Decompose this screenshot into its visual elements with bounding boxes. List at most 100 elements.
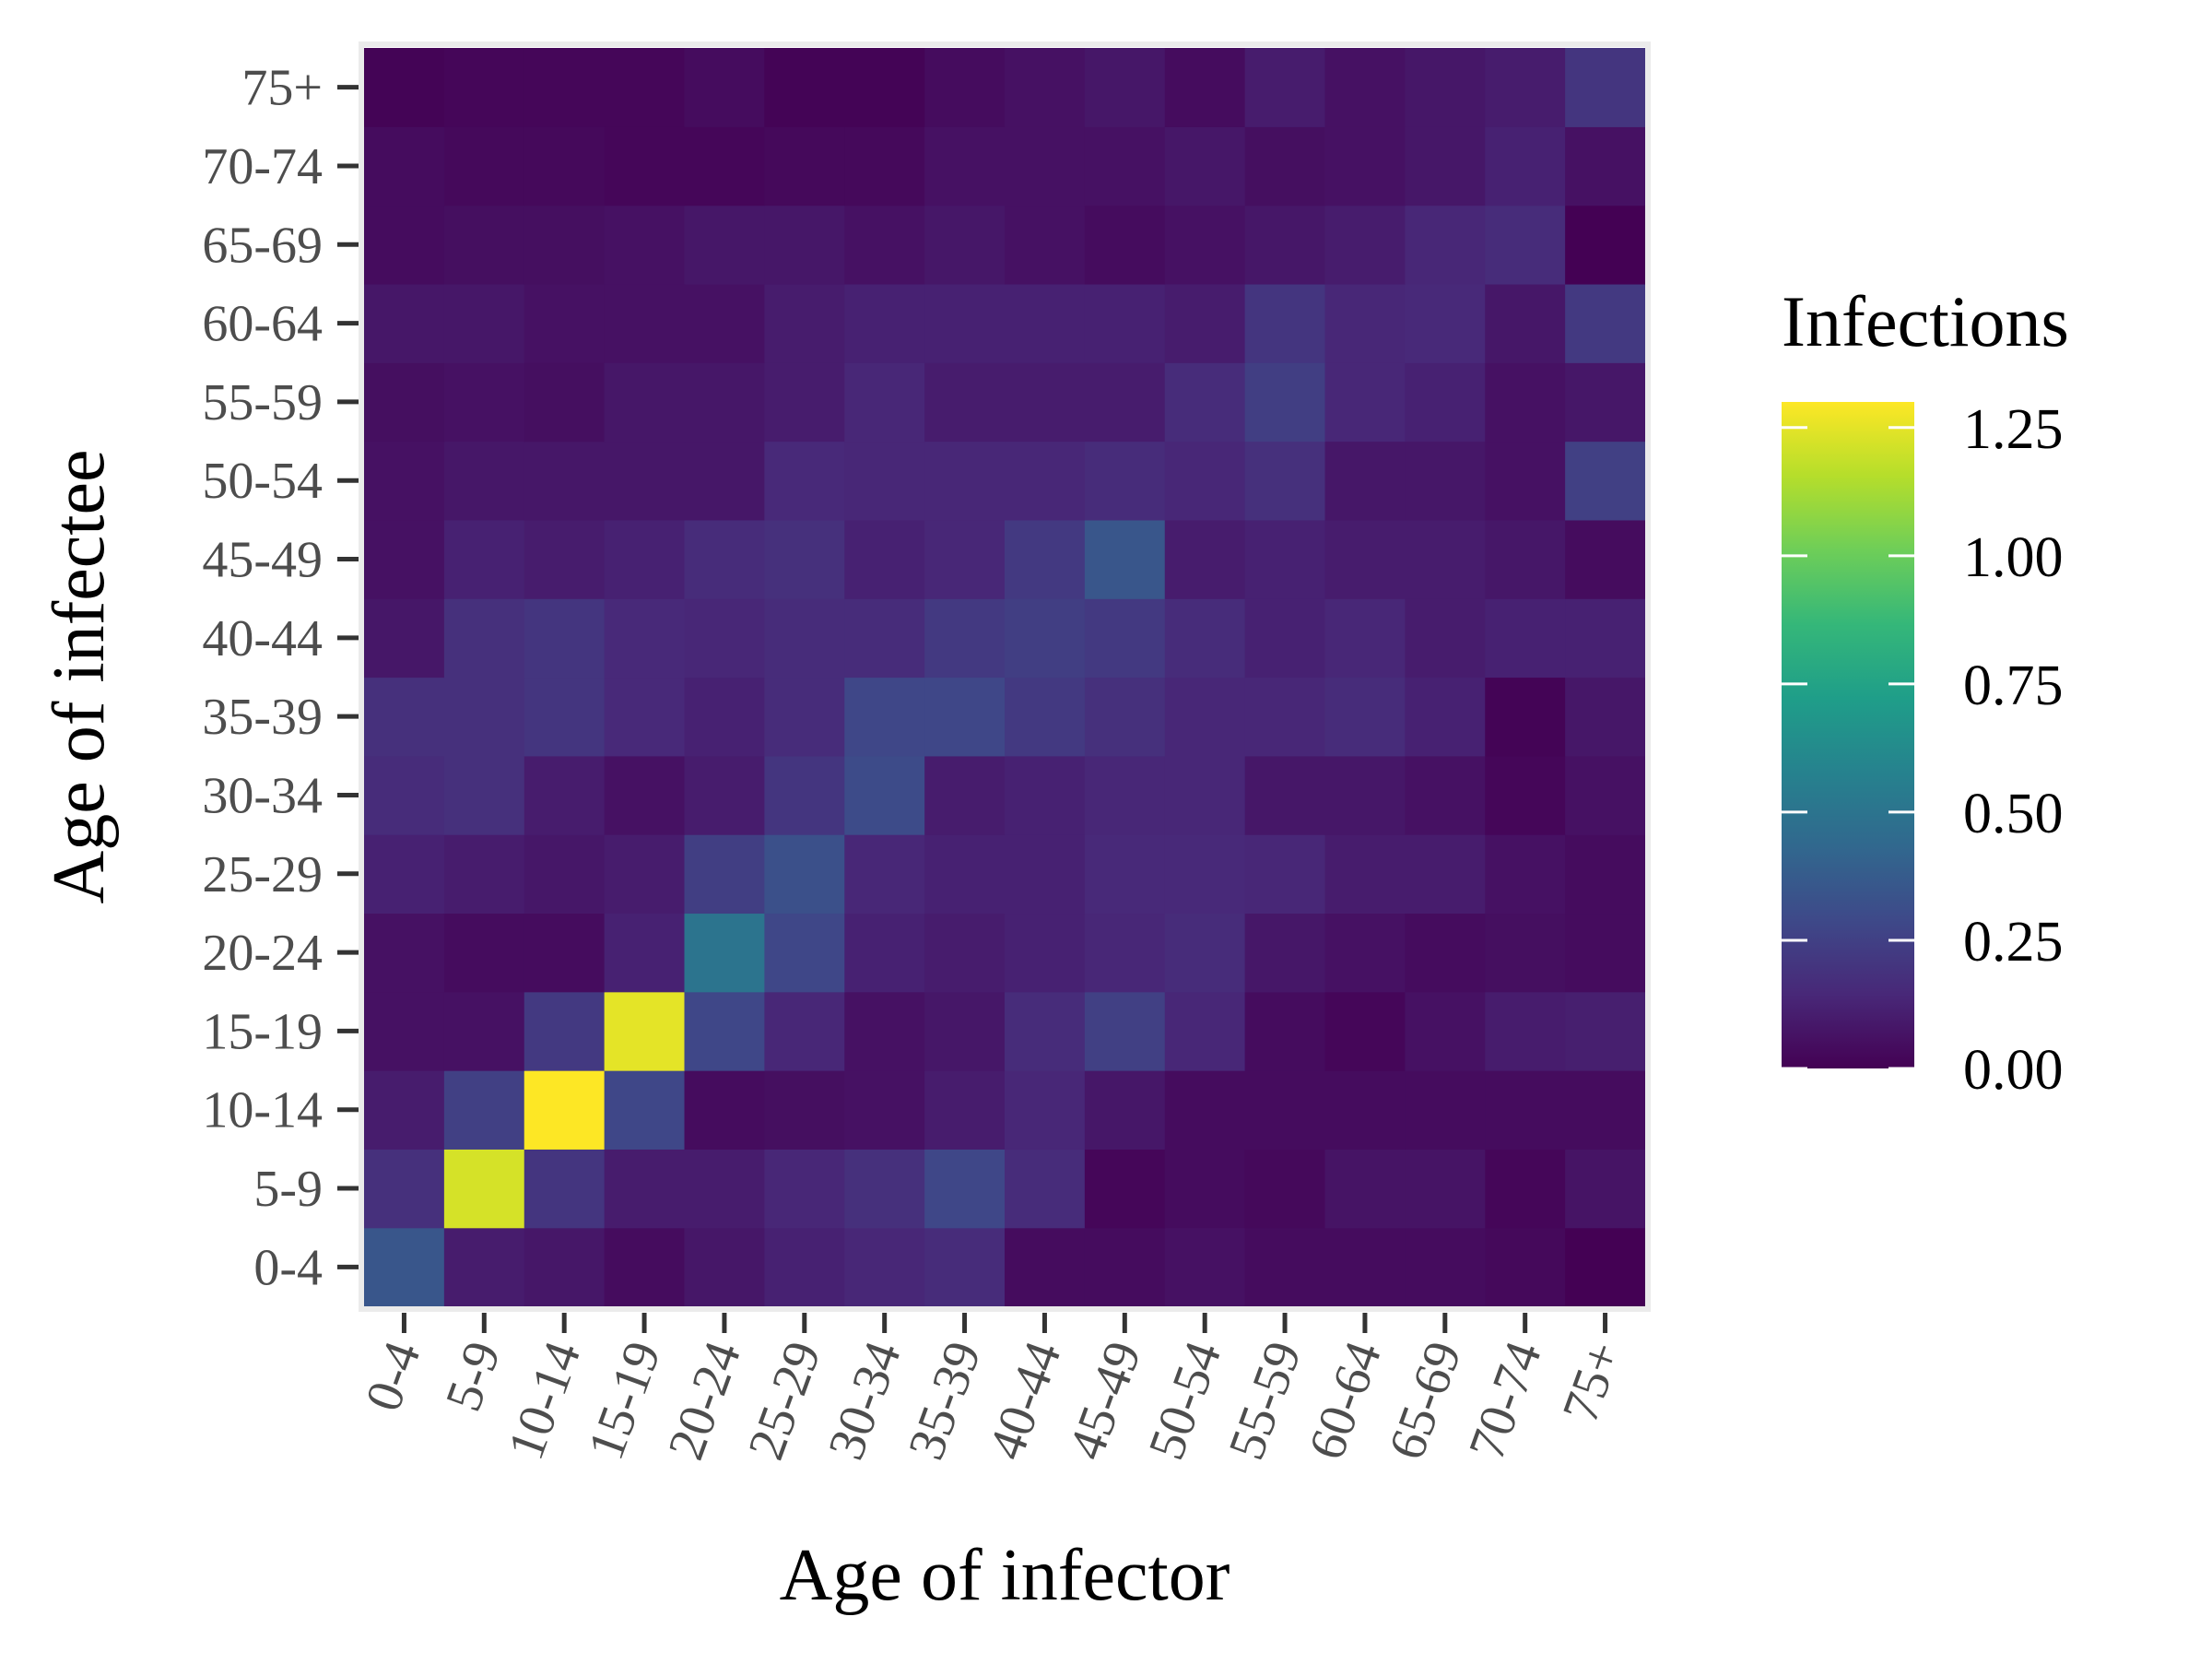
heatmap-cell-5-9-55-59 bbox=[443, 362, 525, 443]
heatmap-cell-35-39-5-9 bbox=[924, 1149, 1006, 1229]
heatmap-cell-45-49-10-14 bbox=[1084, 1070, 1166, 1150]
heatmap-cell-40-44-60-64 bbox=[1005, 283, 1086, 363]
heatmap-cell-35-39-40-44 bbox=[924, 598, 1006, 679]
heatmap-cell-0-4-20-24 bbox=[364, 913, 445, 993]
heatmap-cell-50-54-35-39 bbox=[1164, 677, 1246, 757]
heatmap-cell-35-39-45-49 bbox=[924, 519, 1006, 599]
heatmap-cell-55-59-30-34 bbox=[1244, 755, 1326, 835]
heatmap-cell-65-69-75+ bbox=[1405, 48, 1486, 127]
heatmap-cell-65-69-10-14 bbox=[1405, 1070, 1486, 1150]
heatmap-cell-55-59-15-19 bbox=[1244, 991, 1326, 1071]
heatmap-cell-30-34-20-24 bbox=[844, 913, 925, 993]
heatmap-cell-10-14-55-59 bbox=[524, 362, 606, 443]
heatmap-cell-65-69-45-49 bbox=[1405, 519, 1486, 599]
heatmap-cell-0-4-50-54 bbox=[364, 441, 445, 521]
heatmap-cell-55-59-45-49 bbox=[1244, 519, 1326, 599]
y-tick-label-60-64: 60-64 bbox=[202, 296, 323, 353]
heatmap-cell-50-54-0-4 bbox=[1164, 1227, 1246, 1307]
heatmap-cell-40-44-40-44 bbox=[1005, 598, 1086, 679]
heatmap-cell-20-24-30-34 bbox=[684, 755, 765, 835]
heatmap-cell-40-44-35-39 bbox=[1005, 677, 1086, 757]
heatmap-cell-20-24-60-64 bbox=[684, 283, 765, 363]
heatmap-cell-65-69-15-19 bbox=[1405, 991, 1486, 1071]
heatmap-cell-75+-60-64 bbox=[1565, 283, 1646, 363]
y-tick-label-75+: 75+ bbox=[241, 60, 323, 117]
heatmap-cell-5-9-70-74 bbox=[443, 126, 525, 207]
heatmap-cell-5-9-40-44 bbox=[443, 598, 525, 679]
heatmap-cell-35-39-25-29 bbox=[924, 834, 1006, 915]
heatmap-cell-55-59-55-59 bbox=[1244, 362, 1326, 443]
heatmap-cell-10-14-35-39 bbox=[524, 677, 606, 757]
heatmap-cell-10-14-65-69 bbox=[524, 205, 606, 285]
heatmap-cell-40-44-45-49 bbox=[1005, 519, 1086, 599]
heatmap-cell-70-74-60-64 bbox=[1485, 283, 1566, 363]
y-tick-label-30-34: 30-34 bbox=[202, 767, 323, 824]
heatmap-cell-45-49-0-4 bbox=[1084, 1227, 1166, 1307]
heatmap-cell-25-29-25-29 bbox=[764, 834, 845, 915]
heatmap-cell-30-34-5-9 bbox=[844, 1149, 925, 1229]
heatmap-cell-60-64-50-54 bbox=[1324, 441, 1406, 521]
heatmap-cell-15-19-0-4 bbox=[604, 1227, 686, 1307]
heatmap-cell-75+-65-69 bbox=[1565, 205, 1646, 285]
heatmap-cell-20-24-55-59 bbox=[684, 362, 765, 443]
heatmap-cell-25-29-50-54 bbox=[764, 441, 845, 521]
heatmap-cell-30-34-45-49 bbox=[844, 519, 925, 599]
heatmap-cell-60-64-30-34 bbox=[1324, 755, 1406, 835]
y-tick-label-45-49: 45-49 bbox=[202, 532, 323, 589]
heatmap-cell-45-49-75+ bbox=[1084, 48, 1166, 127]
heatmap-cell-20-24-45-49 bbox=[684, 519, 765, 599]
heatmap-cell-25-29-15-19 bbox=[764, 991, 845, 1071]
heatmap-cell-0-4-65-69 bbox=[364, 205, 445, 285]
heatmap-cell-15-19-65-69 bbox=[604, 205, 686, 285]
heatmap-cell-65-69-60-64 bbox=[1405, 283, 1486, 363]
heatmap-cell-75+-20-24 bbox=[1565, 913, 1646, 993]
heatmap-cell-35-39-35-39 bbox=[924, 677, 1006, 757]
heatmap-cell-25-29-10-14 bbox=[764, 1070, 845, 1150]
heatmap-cell-20-24-40-44 bbox=[684, 598, 765, 679]
heatmap-cell-5-9-60-64 bbox=[443, 283, 525, 363]
heatmap-cell-60-64-40-44 bbox=[1324, 598, 1406, 679]
heatmap-cell-70-74-45-49 bbox=[1485, 519, 1566, 599]
heatmap-cell-70-74-35-39 bbox=[1485, 677, 1566, 757]
heatmap-cell-35-39-30-34 bbox=[924, 755, 1006, 835]
heatmap-cell-70-74-30-34 bbox=[1485, 755, 1566, 835]
x-axis: 0-4 5-910-1415-1920-2425-2930-3435-3940-4… bbox=[355, 1313, 1633, 1467]
heatmap-cell-25-29-45-49 bbox=[764, 519, 845, 599]
y-tick-label-20-24: 20-24 bbox=[202, 925, 323, 982]
heatmap-cell-65-69-55-59 bbox=[1405, 362, 1486, 443]
heatmap-cell-50-54-15-19 bbox=[1164, 991, 1246, 1071]
heatmap-cell-65-69-20-24 bbox=[1405, 913, 1486, 993]
heatmap-cell-65-69-0-4 bbox=[1405, 1227, 1486, 1307]
legend-tick-label: 1.00 bbox=[1963, 526, 2064, 589]
heatmap-cell-60-64-15-19 bbox=[1324, 991, 1406, 1071]
heatmap-cell-0-4-25-29 bbox=[364, 834, 445, 915]
heatmap-cell-0-4-35-39 bbox=[364, 677, 445, 757]
heatmap-cell-30-34-60-64 bbox=[844, 283, 925, 363]
heatmap-cell-0-4-10-14 bbox=[364, 1070, 445, 1150]
heatmap-cell-50-54-40-44 bbox=[1164, 598, 1246, 679]
heatmap-cell-70-74-65-69 bbox=[1485, 205, 1566, 285]
heatmap-cell-75+-0-4 bbox=[1565, 1227, 1646, 1307]
heatmap-cell-60-64-60-64 bbox=[1324, 283, 1406, 363]
heatmap-cell-60-64-5-9 bbox=[1324, 1149, 1406, 1229]
heatmap-cell-75+-30-34 bbox=[1565, 755, 1646, 835]
heatmap-cell-30-34-40-44 bbox=[844, 598, 925, 679]
heatmap-cell-60-64-35-39 bbox=[1324, 677, 1406, 757]
heatmap-cell-50-54-60-64 bbox=[1164, 283, 1246, 363]
heatmap-cell-45-49-20-24 bbox=[1084, 913, 1166, 993]
heatmap-cell-30-34-65-69 bbox=[844, 205, 925, 285]
heatmap-cell-30-34-30-34 bbox=[844, 755, 925, 835]
heatmap-cell-40-44-10-14 bbox=[1005, 1070, 1086, 1150]
heatmap-cell-5-9-30-34 bbox=[443, 755, 525, 835]
heatmap-cell-0-4-0-4 bbox=[364, 1227, 445, 1307]
heatmap-cell-70-74-40-44 bbox=[1485, 598, 1566, 679]
heatmap-cell-10-14-30-34 bbox=[524, 755, 606, 835]
heatmap-cell-75+-50-54 bbox=[1565, 441, 1646, 521]
heatmap-cell-25-29-65-69 bbox=[764, 205, 845, 285]
heatmap-cell-65-69-35-39 bbox=[1405, 677, 1486, 757]
heatmap-cell-45-49-60-64 bbox=[1084, 283, 1166, 363]
heatmap-cell-15-19-70-74 bbox=[604, 126, 686, 207]
heatmap-cell-55-59-10-14 bbox=[1244, 1070, 1326, 1150]
heatmap-cell-25-29-0-4 bbox=[764, 1227, 845, 1307]
heatmap-cell-30-34-35-39 bbox=[844, 677, 925, 757]
